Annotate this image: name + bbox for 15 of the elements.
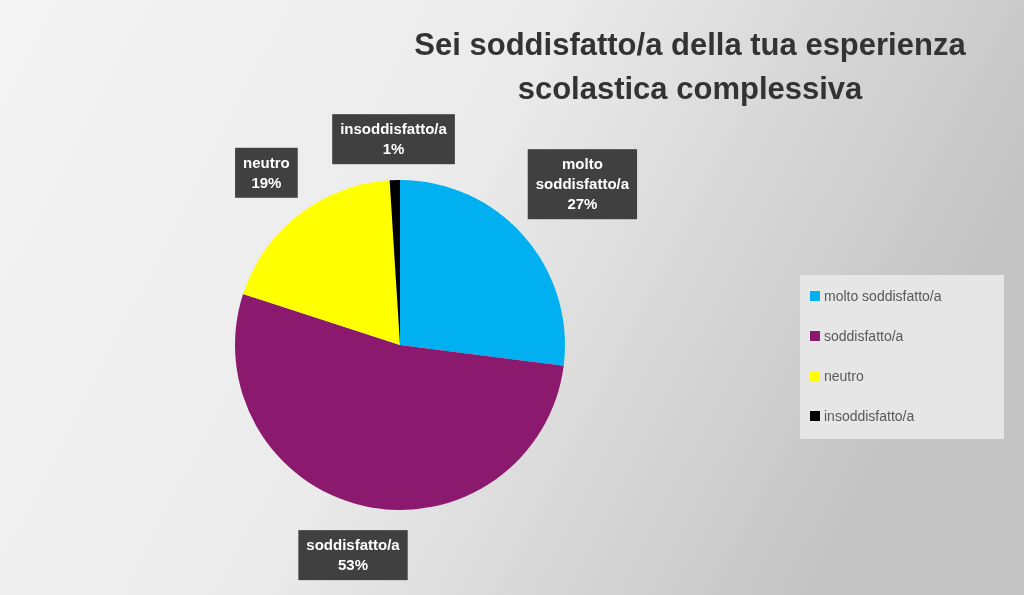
legend-label: insoddisfatto/a [824, 408, 915, 424]
data-label: 27% [567, 195, 598, 213]
slice-label: soddisfatto/a [306, 536, 401, 554]
data-label: 53% [338, 556, 369, 574]
legend-label: neutro [824, 368, 864, 384]
pie-slice [235, 294, 564, 510]
data-label: 19% [251, 173, 282, 191]
chart-title: Sei soddisfatto/a della tua esperienza scolastica complessiva [414, 27, 967, 106]
pie-slice [243, 180, 400, 345]
legend-label: molto soddisfatto/a [824, 288, 942, 304]
data-label: 1% [382, 140, 405, 158]
slice-label: molto soddisfatto/a [535, 155, 630, 193]
slice-label: insoddisfatto/a [340, 120, 448, 138]
slice-label: neutro [243, 153, 290, 171]
legend-label: soddisfatto/a [824, 328, 904, 344]
